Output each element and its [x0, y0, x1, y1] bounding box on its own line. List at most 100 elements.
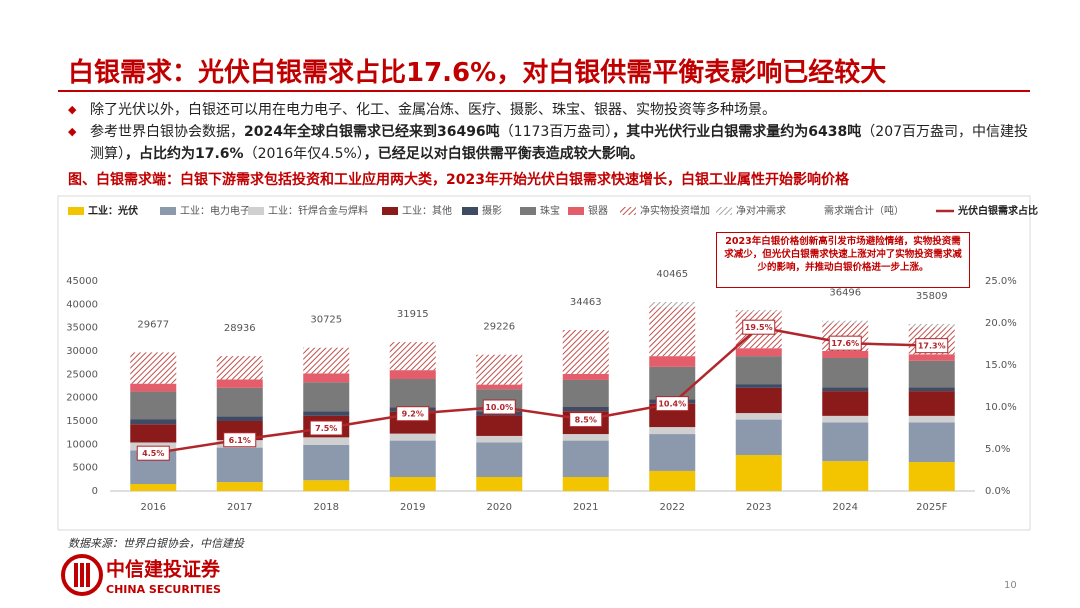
value-label-box	[655, 396, 689, 412]
legend-swatch	[248, 207, 264, 215]
bar-segment	[389, 477, 436, 491]
bar-segment	[562, 434, 609, 441]
value-label: 19.5%	[745, 323, 773, 332]
bullet-run: ，其中光伏行业白银需求量约为6438吨	[612, 124, 862, 140]
bullet-run: （207百万盎司，中信建投测算）	[90, 124, 1029, 162]
legend-swatch	[716, 207, 732, 215]
y-tick-label: 0	[92, 486, 98, 497]
y-tick-label: 15000	[66, 416, 98, 427]
page-number: 10	[1004, 580, 1017, 591]
y2-tick-label: 25.0%	[985, 276, 1017, 287]
bar-segment	[303, 347, 350, 374]
bar-segment	[908, 323, 955, 328]
legend-label: 珠宝	[540, 204, 560, 217]
legend-label: 工业：钎焊合金与焊料	[268, 204, 368, 217]
legend-label: 净实物投资增加	[640, 204, 710, 217]
value-label-box	[309, 420, 343, 436]
x-tick-label: 2016	[141, 502, 166, 513]
bar-segment	[908, 462, 955, 491]
y-tick-label: 30000	[66, 346, 98, 357]
legend-swatch	[520, 207, 536, 215]
bar-segment	[216, 387, 263, 417]
y2-tick-label: 0.0%	[985, 486, 1010, 497]
total-label: 29226	[483, 322, 515, 333]
value-label: 9.2%	[402, 410, 424, 419]
bar-segment	[735, 384, 782, 388]
title-rule	[58, 90, 1030, 92]
bar-segment	[562, 379, 609, 407]
x-tick-label: 2020	[487, 502, 512, 513]
source: 数据来源：世界白银协会，中信建投	[68, 537, 244, 550]
logo-cn: 中信建投证券	[106, 558, 221, 581]
bar-segment	[303, 382, 350, 412]
total-label: 36496	[829, 288, 861, 299]
share-line	[153, 325, 932, 455]
value-label-box	[742, 319, 776, 335]
annotation: 2023年白银价格创新高引发市场避险情绪，实物投资需求减少，但光伏白银需求快速上…	[716, 232, 970, 288]
bar-segment	[476, 384, 523, 390]
value-label-box	[396, 406, 430, 422]
y-tick-label: 40000	[66, 299, 98, 310]
y-tick-label: 20000	[66, 393, 98, 404]
legend-label: 工业：光伏	[88, 204, 138, 217]
bar-segment	[822, 351, 869, 358]
bullet-run: （2016年仅4.5%）	[243, 146, 364, 162]
y-tick-label: 5000	[73, 463, 98, 474]
y-tick-label: 45000	[66, 276, 98, 287]
bar-segment	[130, 391, 177, 420]
value-label: 8.5%	[575, 416, 597, 425]
bar-segment	[822, 320, 869, 324]
bullet-run: （1173百万盎司）	[499, 124, 613, 140]
bullet-run: 除了光伏以外，白银还可以用在电力电子、化工、金属冶炼、医疗、摄影、珠宝、银器、实…	[90, 102, 776, 118]
bar-segment	[735, 387, 782, 414]
bar-segment	[649, 356, 696, 367]
caption: 图、白银需求端：白银下游需求包括投资和工业应用两大类，2023年开始光伏白银需求…	[68, 172, 849, 188]
bar-segment	[822, 391, 869, 416]
legend-label: 净对冲需求	[736, 204, 786, 217]
legend-label: 需求端合计（吨）	[824, 204, 904, 217]
x-tick-label: 2021	[573, 502, 598, 513]
bar-segment	[735, 309, 782, 313]
bar-segment	[389, 440, 436, 477]
total-label: 35809	[916, 291, 948, 302]
bar-segment	[303, 444, 350, 481]
bar-segment	[476, 415, 523, 436]
legend-swatch	[568, 207, 584, 215]
logo: 中信建投证券 CHINA SECURITIES	[61, 554, 221, 596]
value-label: 10.0%	[485, 403, 513, 412]
x-tick-label: 2022	[660, 502, 685, 513]
bullet-run: ，已经足以对白银供需平衡表造成较大影响。	[363, 146, 644, 162]
bar-segment	[130, 484, 177, 491]
bar-segment	[562, 407, 609, 412]
x-tick-label: 2017	[227, 502, 252, 513]
value-label-box	[915, 338, 949, 354]
bar-segment	[735, 455, 782, 491]
bar-segment	[130, 383, 177, 392]
legend-label: 工业：电力电子	[180, 204, 250, 217]
bar-segment	[908, 415, 955, 423]
total-label: 28936	[224, 323, 256, 334]
legend-swatch	[462, 207, 478, 215]
bar-segment	[649, 434, 696, 471]
value-label: 6.1%	[229, 436, 251, 445]
bar-segment	[562, 477, 609, 491]
bar-segment	[735, 348, 782, 357]
bar-segment	[649, 470, 696, 491]
x-tick-label: 2025F	[916, 502, 947, 513]
x-tick-label: 2019	[400, 502, 425, 513]
bar-segment	[649, 366, 696, 400]
bar-segment	[908, 360, 955, 388]
value-label: 17.3%	[918, 342, 946, 351]
value-label-box	[828, 335, 862, 351]
bar-segment	[216, 416, 263, 421]
bar-segment	[216, 379, 263, 388]
value-label: 10.4%	[658, 400, 686, 409]
total-label: 29677	[137, 320, 169, 331]
bar-segment	[476, 354, 523, 385]
bar-segment	[476, 477, 523, 491]
bullet: 参考世界白银协会数据，2024年全球白银需求已经来到36496吨（1173百万盎…	[68, 121, 1040, 165]
bar-segment	[389, 370, 436, 379]
chart-frame	[57, 195, 1031, 531]
